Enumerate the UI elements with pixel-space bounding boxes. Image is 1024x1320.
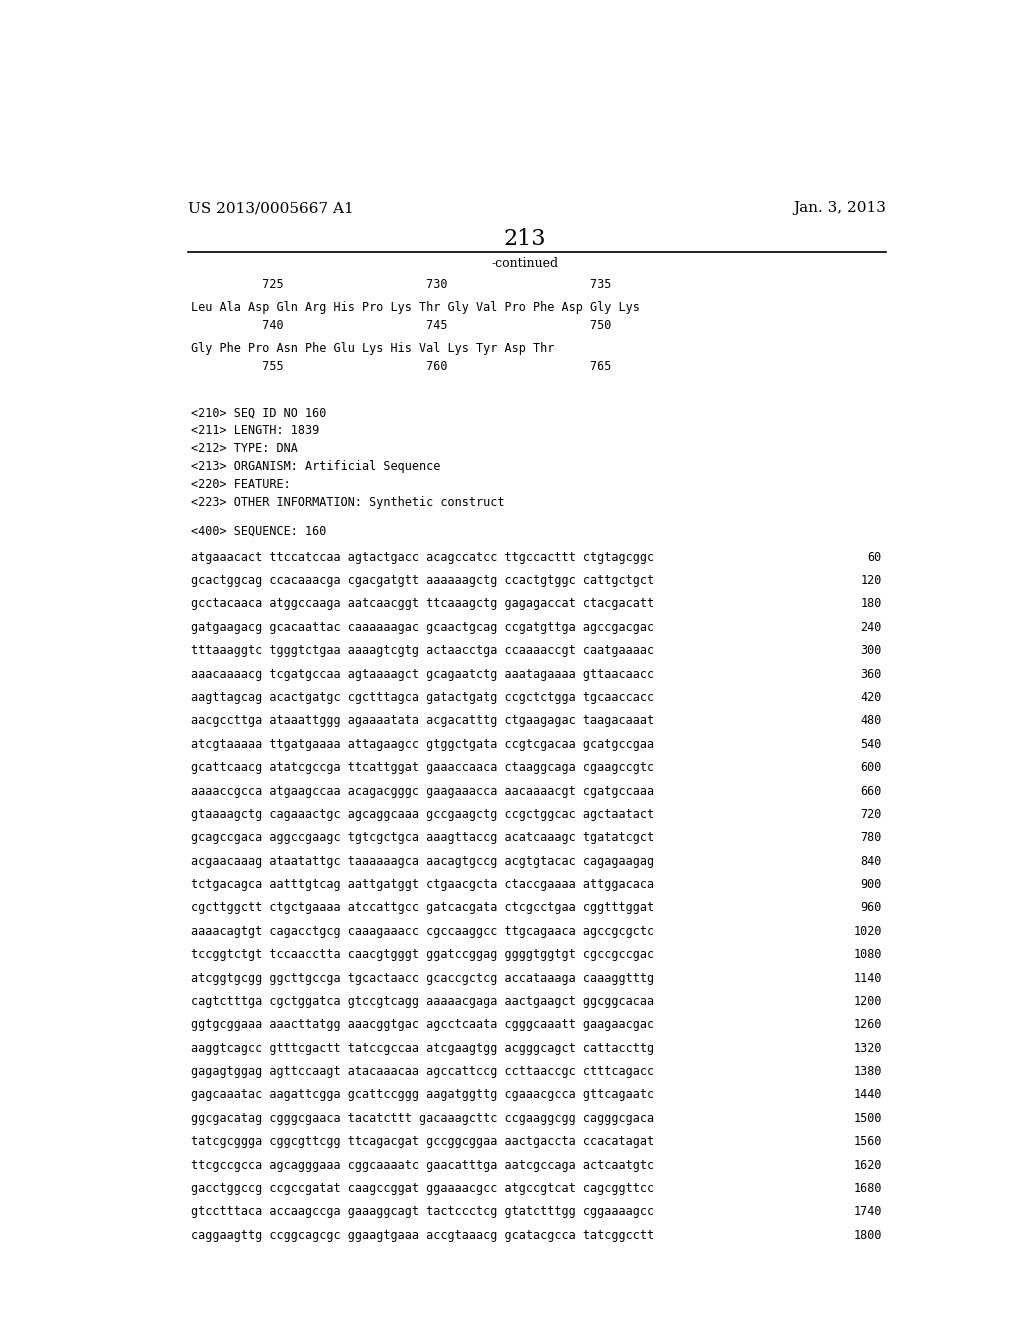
Text: aaaaccgcca atgaagccaa acagacgggc gaagaaacca aacaaaacgt cgatgccaaa: aaaaccgcca atgaagccaa acagacgggc gaagaaa… [191, 784, 654, 797]
Text: ggcgacatag cgggcgaaca tacatcttt gacaaagcttc ccgaaggcgg cagggcgaca: ggcgacatag cgggcgaaca tacatcttt gacaaagc… [191, 1111, 654, 1125]
Text: 780: 780 [860, 832, 882, 845]
Text: atcgtaaaaa ttgatgaaaa attagaagcc gtggctgata ccgtcgacaa gcatgccgaa: atcgtaaaaa ttgatgaaaa attagaagcc gtggctg… [191, 738, 654, 751]
Text: <211> LENGTH: 1839: <211> LENGTH: 1839 [191, 425, 319, 437]
Text: 840: 840 [860, 854, 882, 867]
Text: aacgccttga ataaattggg agaaaatata acgacatttg ctgaagagac taagacaaat: aacgccttga ataaattggg agaaaatata acgacat… [191, 714, 654, 727]
Text: 755                    760                    765: 755 760 765 [191, 360, 612, 374]
Text: gagcaaatac aagattcgga gcattccggg aagatggttg cgaaacgcca gttcagaatc: gagcaaatac aagattcgga gcattccggg aagatgg… [191, 1089, 654, 1101]
Text: gtaaaagctg cagaaactgc agcaggcaaa gccgaagctg ccgctggcac agctaatact: gtaaaagctg cagaaactgc agcaggcaaa gccgaag… [191, 808, 654, 821]
Text: 240: 240 [860, 620, 882, 634]
Text: 1140: 1140 [853, 972, 882, 985]
Text: 213: 213 [504, 227, 546, 249]
Text: 420: 420 [860, 690, 882, 704]
Text: -continued: -continued [492, 257, 558, 271]
Text: ggtgcggaaa aaacttatgg aaacggtgac agcctcaata cgggcaaatt gaagaacgac: ggtgcggaaa aaacttatgg aaacggtgac agcctca… [191, 1018, 654, 1031]
Text: <212> TYPE: DNA: <212> TYPE: DNA [191, 442, 298, 455]
Text: 1260: 1260 [853, 1018, 882, 1031]
Text: <223> OTHER INFORMATION: Synthetic construct: <223> OTHER INFORMATION: Synthetic const… [191, 495, 505, 508]
Text: 120: 120 [860, 574, 882, 587]
Text: 1440: 1440 [853, 1089, 882, 1101]
Text: 660: 660 [860, 784, 882, 797]
Text: ttcgccgcca agcagggaaa cggcaaaatc gaacatttga aatcgccaga actcaatgtc: ttcgccgcca agcagggaaa cggcaaaatc gaacatt… [191, 1159, 654, 1172]
Text: gcctacaaca atggccaaga aatcaacggt ttcaaagctg gagagaccat ctacgacatt: gcctacaaca atggccaaga aatcaacggt ttcaaag… [191, 598, 654, 610]
Text: atcggtgcgg ggcttgccga tgcactaacc gcaccgctcg accataaaga caaaggtttg: atcggtgcgg ggcttgccga tgcactaacc gcaccgc… [191, 972, 654, 985]
Text: <210> SEQ ID NO 160: <210> SEQ ID NO 160 [191, 407, 327, 420]
Text: 480: 480 [860, 714, 882, 727]
Text: tttaaaggtc tgggtctgaa aaaagtcgtg actaacctga ccaaaaccgt caatgaaaac: tttaaaggtc tgggtctgaa aaaagtcgtg actaacc… [191, 644, 654, 657]
Text: 1680: 1680 [853, 1181, 882, 1195]
Text: US 2013/0005667 A1: US 2013/0005667 A1 [187, 201, 353, 215]
Text: gacctggccg ccgccgatat caagccggat ggaaaacgcc atgccgtcat cagcggttcc: gacctggccg ccgccgatat caagccggat ggaaaac… [191, 1181, 654, 1195]
Text: Jan. 3, 2013: Jan. 3, 2013 [793, 201, 886, 215]
Text: Gly Phe Pro Asn Phe Glu Lys His Val Lys Tyr Asp Thr: Gly Phe Pro Asn Phe Glu Lys His Val Lys … [191, 342, 555, 355]
Text: gcattcaacg atatcgccga ttcattggat gaaaccaaca ctaaggcaga cgaagccgtc: gcattcaacg atatcgccga ttcattggat gaaacca… [191, 762, 654, 774]
Text: 180: 180 [860, 598, 882, 610]
Text: 540: 540 [860, 738, 882, 751]
Text: <400> SEQUENCE: 160: <400> SEQUENCE: 160 [191, 524, 327, 537]
Text: 1080: 1080 [853, 948, 882, 961]
Text: 1020: 1020 [853, 925, 882, 937]
Text: aaacaaaacg tcgatgccaa agtaaaagct gcagaatctg aaatagaaaa gttaacaacc: aaacaaaacg tcgatgccaa agtaaaagct gcagaat… [191, 668, 654, 681]
Text: cgcttggctt ctgctgaaaa atccattgcc gatcacgata ctcgcctgaa cggtttggat: cgcttggctt ctgctgaaaa atccattgcc gatcacg… [191, 902, 654, 915]
Text: cagtctttga cgctggatca gtccgtcagg aaaaacgaga aactgaagct ggcggcacaa: cagtctttga cgctggatca gtccgtcagg aaaaacg… [191, 995, 654, 1008]
Text: 600: 600 [860, 762, 882, 774]
Text: tccggtctgt tccaacctta caacgtgggt ggatccggag ggggtggtgt cgccgccgac: tccggtctgt tccaacctta caacgtgggt ggatccg… [191, 948, 654, 961]
Text: 300: 300 [860, 644, 882, 657]
Text: gtcctttaca accaagccga gaaaggcagt tactccctcg gtatctttgg cggaaaagcc: gtcctttaca accaagccga gaaaggcagt tactccc… [191, 1205, 654, 1218]
Text: <220> FEATURE:: <220> FEATURE: [191, 478, 291, 491]
Text: Leu Ala Asp Gln Arg His Pro Lys Thr Gly Val Pro Phe Asp Gly Lys: Leu Ala Asp Gln Arg His Pro Lys Thr Gly … [191, 301, 640, 314]
Text: 1380: 1380 [853, 1065, 882, 1078]
Text: caggaagttg ccggcagcgc ggaagtgaaa accgtaaacg gcatacgcca tatcggcctt: caggaagttg ccggcagcgc ggaagtgaaa accgtaa… [191, 1229, 654, 1242]
Text: 1620: 1620 [853, 1159, 882, 1172]
Text: 720: 720 [860, 808, 882, 821]
Text: 360: 360 [860, 668, 882, 681]
Text: 960: 960 [860, 902, 882, 915]
Text: aagttagcag acactgatgc cgctttagca gatactgatg ccgctctgga tgcaaccacc: aagttagcag acactgatgc cgctttagca gatactg… [191, 690, 654, 704]
Text: tatcgcggga cggcgttcgg ttcagacgat gccggcggaa aactgaccta ccacatagat: tatcgcggga cggcgttcgg ttcagacgat gccggcg… [191, 1135, 654, 1148]
Text: 900: 900 [860, 878, 882, 891]
Text: 60: 60 [867, 550, 882, 564]
Text: acgaacaaag ataatattgc taaaaaagca aacagtgccg acgtgtacac cagagaagag: acgaacaaag ataatattgc taaaaaagca aacagtg… [191, 854, 654, 867]
Text: <213> ORGANISM: Artificial Sequence: <213> ORGANISM: Artificial Sequence [191, 459, 441, 473]
Text: 1200: 1200 [853, 995, 882, 1008]
Text: 1800: 1800 [853, 1229, 882, 1242]
Text: 1500: 1500 [853, 1111, 882, 1125]
Text: 725                    730                    735: 725 730 735 [191, 277, 612, 290]
Text: tctgacagca aatttgtcag aattgatggt ctgaacgcta ctaccgaaaa attggacaca: tctgacagca aatttgtcag aattgatggt ctgaacg… [191, 878, 654, 891]
Text: 1320: 1320 [853, 1041, 882, 1055]
Text: gcagccgaca aggccgaagc tgtcgctgca aaagttaccg acatcaaagc tgatatcgct: gcagccgaca aggccgaagc tgtcgctgca aaagtta… [191, 832, 654, 845]
Text: atgaaacact ttccatccaa agtactgacc acagccatcc ttgccacttt ctgtagcggc: atgaaacact ttccatccaa agtactgacc acagcca… [191, 550, 654, 564]
Text: gcactggcag ccacaaacga cgacgatgtt aaaaaagctg ccactgtggc cattgctgct: gcactggcag ccacaaacga cgacgatgtt aaaaaag… [191, 574, 654, 587]
Text: aaggtcagcc gtttcgactt tatccgccaa atcgaagtgg acgggcagct cattaccttg: aaggtcagcc gtttcgactt tatccgccaa atcgaag… [191, 1041, 654, 1055]
Text: aaaacagtgt cagacctgcg caaagaaacc cgccaaggcc ttgcagaaca agccgcgctc: aaaacagtgt cagacctgcg caaagaaacc cgccaag… [191, 925, 654, 937]
Text: 1560: 1560 [853, 1135, 882, 1148]
Text: gagagtggag agttccaagt atacaaacaa agccattccg ccttaaccgc ctttcagacc: gagagtggag agttccaagt atacaaacaa agccatt… [191, 1065, 654, 1078]
Text: gatgaagacg gcacaattac caaaaaagac gcaactgcag ccgatgttga agccgacgac: gatgaagacg gcacaattac caaaaaagac gcaactg… [191, 620, 654, 634]
Text: 740                    745                    750: 740 745 750 [191, 318, 612, 331]
Text: 1740: 1740 [853, 1205, 882, 1218]
